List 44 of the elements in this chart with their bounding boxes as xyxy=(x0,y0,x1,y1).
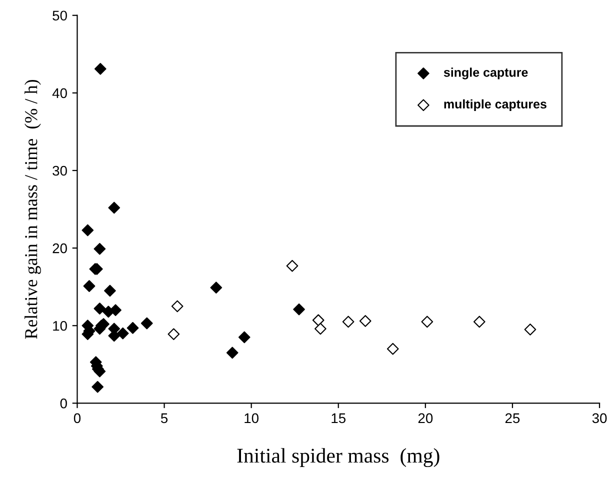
point xyxy=(171,300,184,312)
point xyxy=(421,316,434,328)
y-tick-label: 30 xyxy=(52,166,67,176)
point xyxy=(82,224,94,236)
y-tick-label: 10 xyxy=(53,320,67,331)
point xyxy=(293,303,305,316)
legend-label: single capture xyxy=(444,68,528,80)
x-tick-label: 10 xyxy=(244,413,259,424)
point xyxy=(94,302,106,314)
y-tick-label: 20 xyxy=(52,243,67,254)
point xyxy=(83,280,96,292)
point xyxy=(226,346,238,359)
legend-label: multiple captures xyxy=(444,99,546,111)
point xyxy=(286,260,298,272)
x-tick-label: 15 xyxy=(332,413,346,424)
point xyxy=(238,331,250,344)
point xyxy=(104,284,116,297)
x-tick-label: 30 xyxy=(592,413,607,424)
point xyxy=(110,304,122,316)
x-tick-label: 20 xyxy=(418,413,433,424)
point xyxy=(359,315,372,327)
y-axis-title: Relative gain in mass / time (% / h) xyxy=(24,80,41,339)
y-tick-label: 50 xyxy=(52,10,67,21)
y-tick-label: 40 xyxy=(52,88,67,98)
point xyxy=(342,316,354,328)
point xyxy=(94,242,106,255)
point xyxy=(140,317,153,330)
x-tick-label: 5 xyxy=(160,413,168,424)
point xyxy=(210,282,222,294)
point xyxy=(108,202,120,214)
point xyxy=(386,342,399,355)
point xyxy=(473,316,486,328)
point xyxy=(116,327,129,340)
point xyxy=(168,328,180,340)
y-tick-label: 0 xyxy=(60,398,67,408)
point xyxy=(312,314,324,326)
point xyxy=(94,62,106,75)
point xyxy=(524,324,536,336)
x-axis-title: Initial spider mass (mg) xyxy=(237,448,440,468)
point xyxy=(92,380,104,393)
x-tick-label: 0 xyxy=(74,413,81,424)
point xyxy=(314,322,326,335)
x-tick-label: 25 xyxy=(505,413,520,424)
point xyxy=(126,322,139,334)
